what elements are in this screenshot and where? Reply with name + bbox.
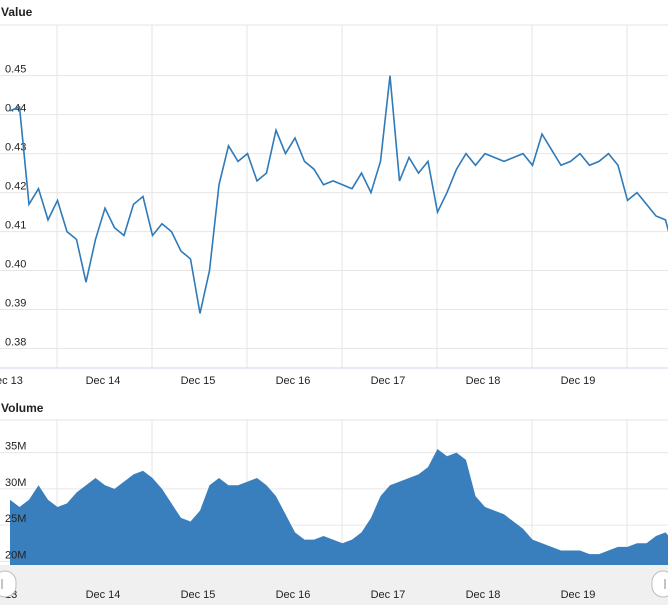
volume-x-tick-label: Dec 19 <box>561 589 596 601</box>
price-y-tick-label: 0.43 <box>5 142 26 154</box>
price-panel-title: Value <box>1 5 33 19</box>
volume-x-tick-label: Dec 16 <box>276 589 311 601</box>
price-x-tick-label: Dec 19 <box>561 375 596 387</box>
price-y-tick-label: 0.39 <box>5 298 26 310</box>
navigator-left-handle[interactable] <box>0 570 17 598</box>
price-x-tick-label: Dec 15 <box>181 375 216 387</box>
price-x-tick-label: Dec 17 <box>371 375 406 387</box>
price-x-tick-label: Dec 14 <box>86 375 121 387</box>
price-x-tick-label: ec 13 <box>0 375 23 387</box>
volume-y-tick-label: 30M <box>5 477 26 489</box>
navigator-band[interactable] <box>0 565 668 605</box>
price-x-tick-label: Dec 16 <box>276 375 311 387</box>
volume-x-tick-label: Dec 18 <box>466 589 501 601</box>
volume-y-tick-label: 35M <box>5 441 26 453</box>
price-y-tick-label: 0.45 <box>5 64 26 76</box>
volume-y-tick-label: 20M <box>5 549 26 561</box>
price-y-tick-label: 0.41 <box>5 220 26 232</box>
price-panel: Value 0.380.390.400.410.420.430.440.45 e… <box>0 5 668 387</box>
price-x-tick-label: Dec 18 <box>466 375 501 387</box>
volume-y-tick-label: 25M <box>5 513 26 525</box>
price-y-tick-label: 0.40 <box>5 259 26 271</box>
price-series-line <box>9 75 668 314</box>
price-y-tick-label: 0.38 <box>5 337 26 349</box>
navigator-right-handle[interactable] <box>651 570 668 598</box>
volume-x-tick-label: Dec 15 <box>181 589 216 601</box>
volume-panel-title: Volume <box>1 401 44 415</box>
volume-x-tick-label: Dec 17 <box>371 589 406 601</box>
volume-series-area <box>10 449 668 565</box>
price-y-tick-label: 0.42 <box>5 181 26 193</box>
volume-x-tick-label: Dec 14 <box>86 589 121 601</box>
